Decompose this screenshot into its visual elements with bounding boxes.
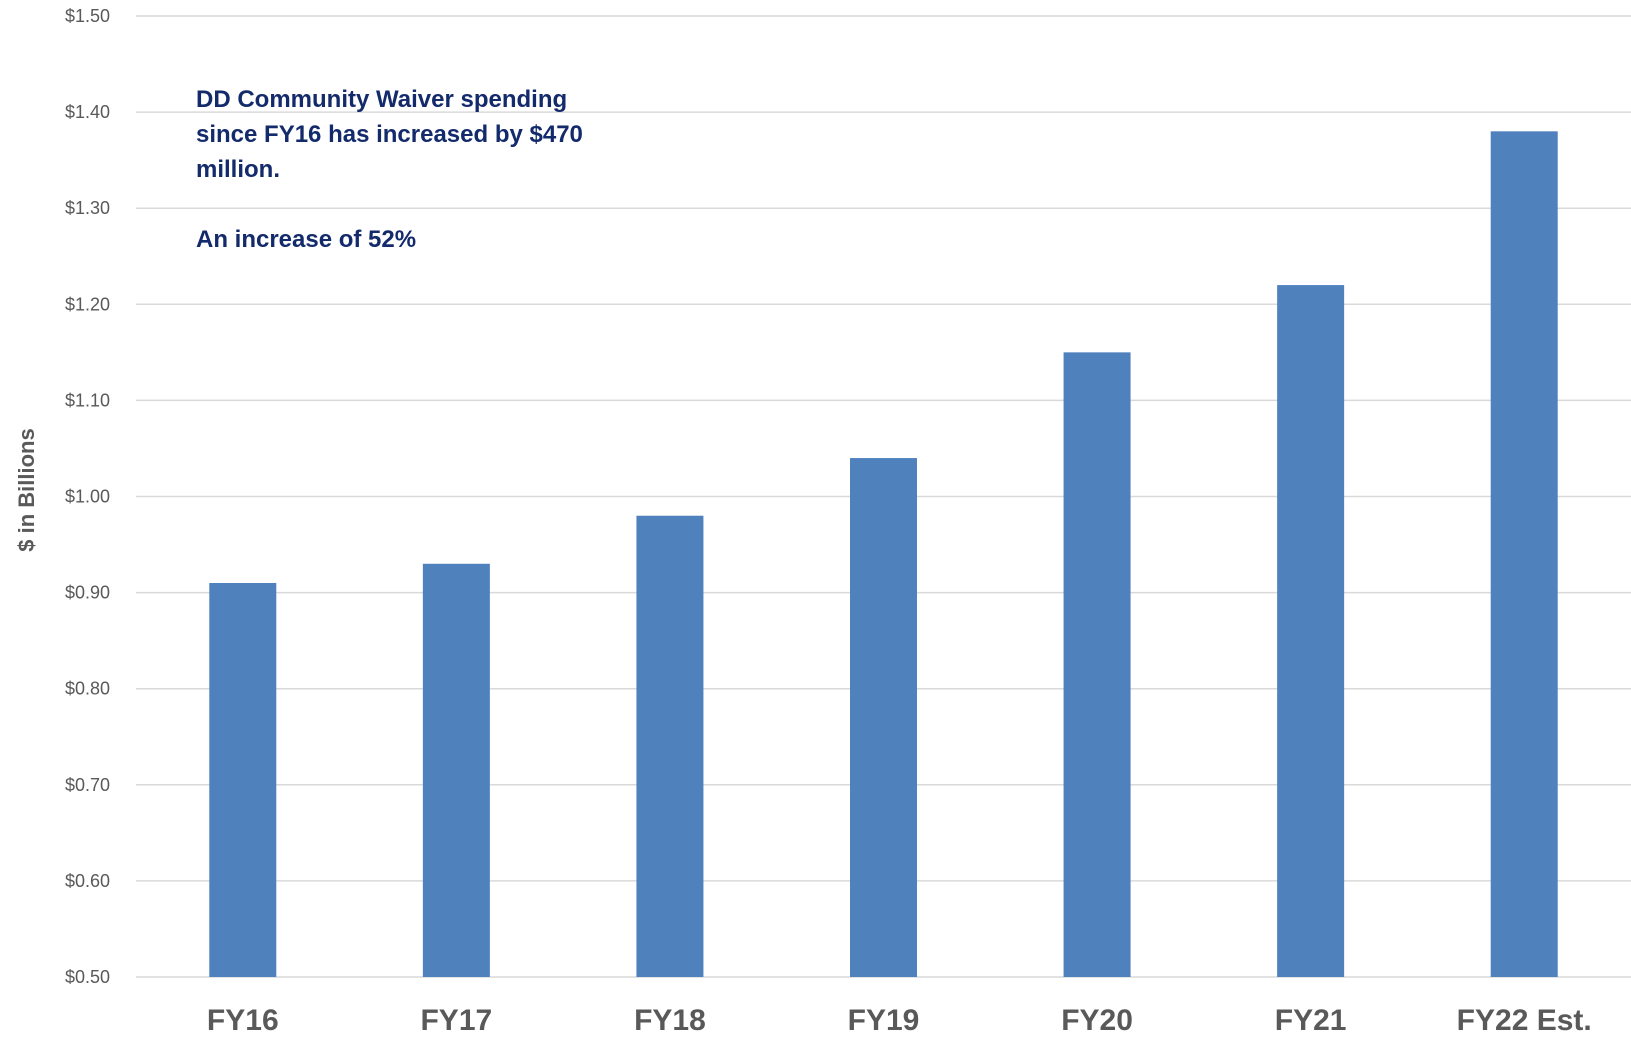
y-tick-label: $1.00 [65,487,110,507]
y-tick-label: $1.50 [65,6,110,26]
y-tick-label: $1.30 [65,198,110,218]
annotation-line-2: An increase of 52% [196,226,417,253]
bars [209,131,1558,978]
annotation-line-1: DD Community Waiver spending since FY16 … [196,86,583,183]
y-tick-label: $0.80 [65,679,110,699]
x-axis-ticks: FY16 FY17 FY18 FY19 FY20 FY21 FY22 Est. [207,1004,1592,1037]
y-tick-label: $0.50 [65,967,110,987]
y-tick-label: $0.70 [65,775,110,795]
x-tick-label: FY20 [1061,1004,1133,1037]
x-tick-label: FY17 [420,1004,492,1037]
y-tick-label: $0.60 [65,871,110,891]
x-tick-label: FY19 [848,1004,920,1037]
bar-fy16 [209,582,277,977]
y-tick-label: $1.40 [65,102,110,122]
y-tick-label: $0.90 [65,583,110,603]
x-tick-label: FY21 [1275,1004,1347,1037]
bar-fy18 [636,515,704,977]
x-tick-label: FY18 [634,1004,706,1037]
x-tick-label: FY16 [207,1004,279,1037]
y-tick-label: $1.20 [65,294,110,314]
bar-fy21 [1277,285,1345,978]
chart-annotation: DD Community Waiver spending since FY16 … [196,82,626,257]
bar-fy20 [1063,352,1131,978]
x-tick-label: FY22 Est. [1457,1004,1592,1037]
bar-fy19 [850,458,917,977]
y-tick-label: $1.10 [65,390,110,410]
y-axis-ticks: $0.50 $0.60 $0.70 $0.80 $0.90 $1.00 $1.10 $1.20… [65,6,110,987]
y-axis-title: $ in Billions [14,428,39,551]
bar-fy22-est [1490,131,1558,977]
bar-fy17 [422,563,490,977]
